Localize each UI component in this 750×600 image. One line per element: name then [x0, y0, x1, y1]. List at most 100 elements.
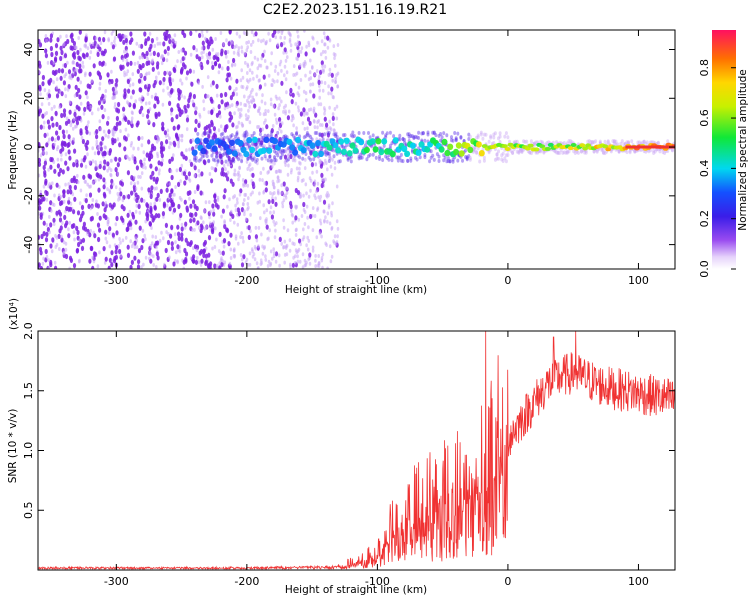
noise-point — [138, 55, 142, 60]
ridge-halo-point — [351, 130, 355, 135]
noise-point — [48, 230, 51, 235]
noise-point — [207, 51, 212, 57]
noise-point — [270, 128, 274, 134]
noise-point — [309, 178, 313, 183]
noise-point — [303, 166, 307, 171]
noise-point — [261, 244, 264, 249]
noise-point — [168, 70, 172, 75]
noise-point — [102, 191, 106, 197]
noise-point — [115, 78, 119, 84]
noise-point — [62, 108, 67, 114]
ridge-halo-point — [279, 149, 283, 154]
noise-point — [110, 31, 114, 36]
noise-point — [251, 166, 254, 171]
ridge-core-point — [229, 139, 235, 146]
noise-point — [60, 91, 64, 97]
ridge-core-point — [378, 148, 385, 156]
noise-point — [165, 230, 168, 235]
noise-point — [99, 174, 103, 180]
ridge-halo-point — [592, 149, 596, 154]
noise-point — [133, 175, 136, 180]
ridge-halo-point — [426, 132, 430, 137]
noise-point — [205, 224, 208, 229]
ridge-halo-point — [482, 132, 486, 137]
noise-point — [101, 114, 105, 120]
noise-point — [296, 190, 301, 196]
noise-point — [52, 222, 56, 227]
noise-point — [126, 170, 130, 176]
noise-point — [55, 77, 59, 82]
noise-point — [247, 225, 251, 231]
noise-point — [239, 101, 243, 106]
noise-point — [108, 188, 111, 193]
noise-point — [192, 254, 196, 260]
noise-point — [183, 180, 187, 186]
noise-point — [226, 176, 230, 182]
noise-point — [274, 259, 278, 264]
noise-point — [243, 94, 246, 99]
noise-point — [162, 201, 166, 207]
noise-point — [237, 120, 241, 125]
ridge-halo-point — [221, 131, 225, 136]
noise-point — [81, 138, 85, 145]
noise-point — [215, 52, 218, 57]
noise-point — [248, 68, 252, 73]
spectrogram-points — [38, 30, 675, 269]
ridge-halo-point — [340, 144, 344, 149]
noise-point — [108, 226, 112, 232]
noise-point — [253, 103, 257, 109]
ridge-halo-point — [525, 139, 529, 144]
noise-point — [103, 150, 107, 156]
ridge-halo-point — [522, 139, 526, 144]
noise-point — [184, 237, 188, 243]
noise-point — [198, 250, 202, 256]
y-tick-label: 0.5 — [22, 502, 35, 520]
noise-point — [100, 50, 104, 56]
noise-point — [119, 253, 123, 258]
noise-point — [116, 162, 120, 168]
noise-point — [155, 64, 160, 70]
noise-point — [46, 60, 50, 65]
noise-point — [65, 116, 69, 121]
colorbar-label: Normalized spectral amplitude — [737, 69, 749, 230]
noise-point — [241, 75, 245, 80]
noise-point — [230, 103, 234, 108]
noise-point — [229, 178, 233, 184]
ridge-halo-point — [619, 141, 623, 146]
noise-point — [296, 30, 299, 34]
ridge-halo-point — [565, 141, 569, 146]
noise-point — [53, 142, 56, 147]
ridge-core-point — [208, 139, 215, 146]
ridge-halo-point — [249, 155, 253, 160]
noise-point — [123, 135, 127, 141]
noise-point — [309, 58, 312, 63]
noise-point — [188, 147, 191, 152]
noise-point — [75, 104, 79, 110]
noise-point — [286, 115, 290, 121]
ridge-halo-point — [446, 159, 450, 164]
noise-point — [141, 136, 144, 140]
ridge-halo-point — [423, 153, 427, 157]
ridge-core-point — [570, 143, 577, 147]
noise-point — [98, 227, 102, 233]
noise-point — [211, 227, 215, 233]
noise-point — [253, 55, 257, 60]
noise-point — [111, 140, 115, 146]
noise-point — [198, 32, 202, 39]
ridge-core-point — [338, 138, 345, 145]
ridge-halo-point — [576, 150, 580, 155]
noise-point — [278, 103, 281, 108]
noise-point — [215, 83, 219, 89]
ridge-halo-point — [639, 148, 643, 152]
noise-point — [324, 49, 327, 54]
snr-y-label: SNR (10 * v/v) — [7, 409, 19, 484]
noise-point — [129, 239, 132, 244]
noise-point — [173, 142, 177, 148]
ridge-halo-point — [298, 155, 302, 160]
noise-point — [137, 146, 140, 151]
noise-point — [55, 130, 59, 136]
ridge-halo-point — [332, 132, 336, 137]
noise-point — [139, 73, 142, 77]
ridge-core-point — [441, 138, 448, 146]
noise-point — [78, 63, 82, 69]
